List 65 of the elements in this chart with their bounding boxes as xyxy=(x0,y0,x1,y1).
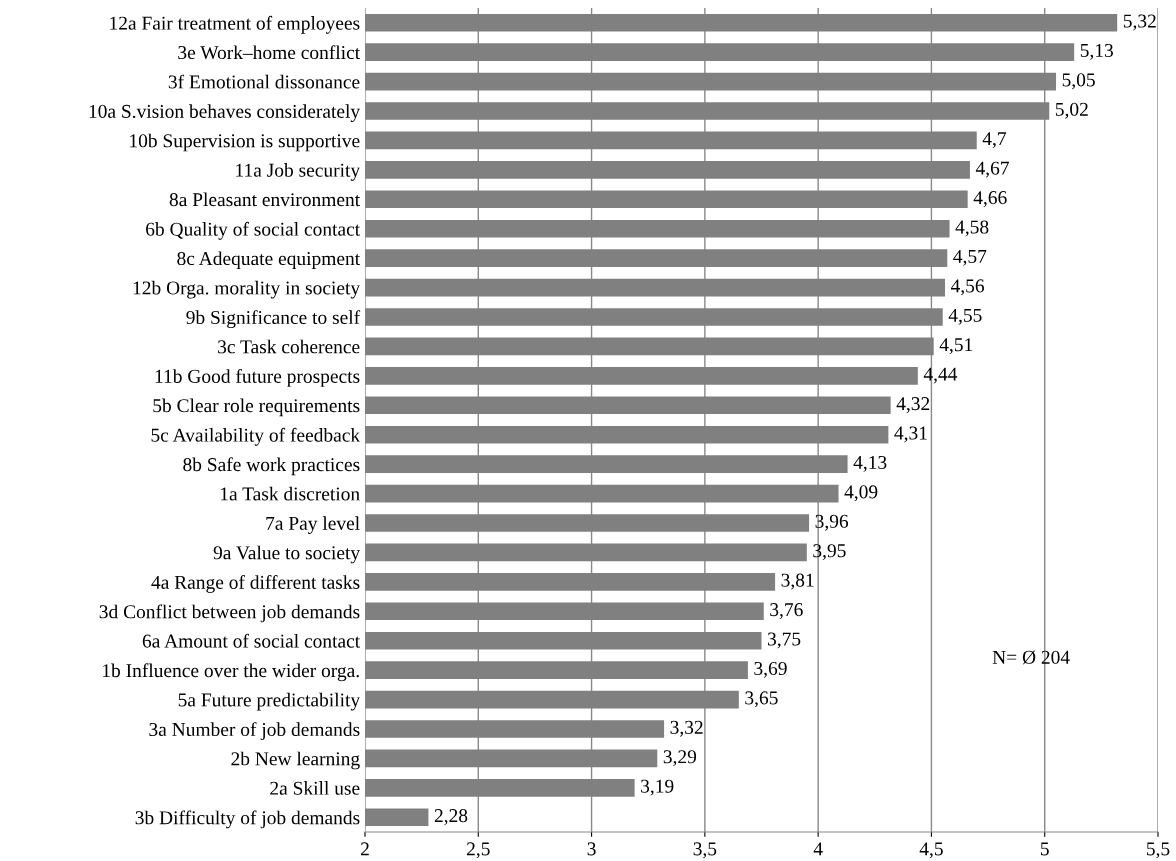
data-label: 3,81 xyxy=(781,573,814,590)
y-tick-label: 4a Range of different tasks xyxy=(151,575,360,593)
x-tick-label: 3,5 xyxy=(693,842,717,859)
data-label: 3,96 xyxy=(815,514,849,531)
data-label: 4,58 xyxy=(955,220,989,237)
y-tick-label: 11b Good future prospects xyxy=(155,369,360,387)
data-label: 4,13 xyxy=(853,455,887,472)
data-label: 5,13 xyxy=(1080,43,1113,60)
y-tick-label: 12b Orga. morality in society xyxy=(133,280,361,299)
y-tick-label: 2b New learning xyxy=(231,751,360,770)
x-tick-label: 4 xyxy=(813,842,823,856)
y-tick-label: 8a Pleasant environment xyxy=(169,192,361,207)
x-tick-label: 2,5 xyxy=(466,842,490,859)
y-tick-label: 5b Clear role requirements xyxy=(153,398,360,417)
y-tick-label: 3f Emotional dissonance xyxy=(168,74,360,89)
y-tick-label: 3c Task coherence xyxy=(218,339,360,354)
data-label: 4,57 xyxy=(953,250,987,266)
data-label: 4,66 xyxy=(973,191,1007,207)
data-label: 4,56 xyxy=(950,279,985,296)
x-tick-label: 5 xyxy=(1040,842,1049,856)
y-tick-label: 6a Amount of social contact xyxy=(142,633,361,648)
data-label: 3,75 xyxy=(767,632,801,649)
data-label: 5,32 xyxy=(1123,14,1156,31)
y-tick-label: 2a Skill use xyxy=(270,781,360,795)
x-tick-label: 2 xyxy=(360,842,369,856)
data-label: 3,19 xyxy=(641,779,674,796)
y-tick-label: 8b Safe work practices xyxy=(183,457,360,476)
y-tick-label: 7a Pay level xyxy=(266,516,360,534)
y-tick-label: 5a Future predictability xyxy=(178,692,361,711)
y-tick-label: 1a Task discretion xyxy=(221,486,360,501)
data-label: 3,69 xyxy=(754,661,787,678)
data-label: 3,29 xyxy=(663,750,697,767)
data-label: 2,28 xyxy=(434,809,468,825)
data-label: 3,95 xyxy=(813,544,846,561)
data-label: 4,44 xyxy=(923,367,958,384)
annotation: N= Ø 204 xyxy=(992,650,1070,665)
data-label: 3,32 xyxy=(670,720,703,737)
y-tick-label: 10a S.vision behaves considerately xyxy=(89,104,361,122)
y-tick-label: 6b Quality of social contact xyxy=(146,221,361,240)
y-tick-label: 8c Adequate equipment xyxy=(177,251,361,270)
data-label: 4,55 xyxy=(948,308,982,325)
data-label: 5,02 xyxy=(1055,102,1088,119)
data-label: 4,32 xyxy=(896,397,930,413)
y-tick-label: 3e Work–home conflict xyxy=(178,45,361,60)
data-label: 3,65 xyxy=(745,691,778,708)
y-tick-label: 3d Conflict between job demands xyxy=(99,604,360,623)
y-tick-label: 9b Significance to self xyxy=(186,310,361,329)
y-tick-label: 3b Difficulty of job demands xyxy=(135,810,360,829)
y-tick-label: 11a Job security xyxy=(236,163,361,181)
data-label: 3,76 xyxy=(770,603,803,619)
data-label: 4,7 xyxy=(982,132,1007,149)
x-tick-label: 4,5 xyxy=(919,842,943,859)
y-tick-label: 5c Availability of feedback xyxy=(151,427,361,446)
data-label: 4,09 xyxy=(844,485,878,502)
x-tick-label: 5,5 xyxy=(1146,842,1170,859)
y-tick-label: 1b Influence over the wider orga. xyxy=(103,663,359,682)
data-label: 4,31 xyxy=(894,426,927,443)
y-tick-label: 9a Value to society xyxy=(213,545,361,564)
data-label: 5,05 xyxy=(1062,73,1095,90)
y-tick-label: 10b Supervision is supportive xyxy=(130,133,360,152)
y-tick-label: 3a Number of job demands xyxy=(149,722,360,740)
x-tick-label: 3 xyxy=(587,842,596,856)
data-label: 4,67 xyxy=(975,161,1009,178)
data-label: 4,51 xyxy=(939,338,973,355)
y-tick-label: 12a Fair treatment of employees xyxy=(110,15,360,34)
